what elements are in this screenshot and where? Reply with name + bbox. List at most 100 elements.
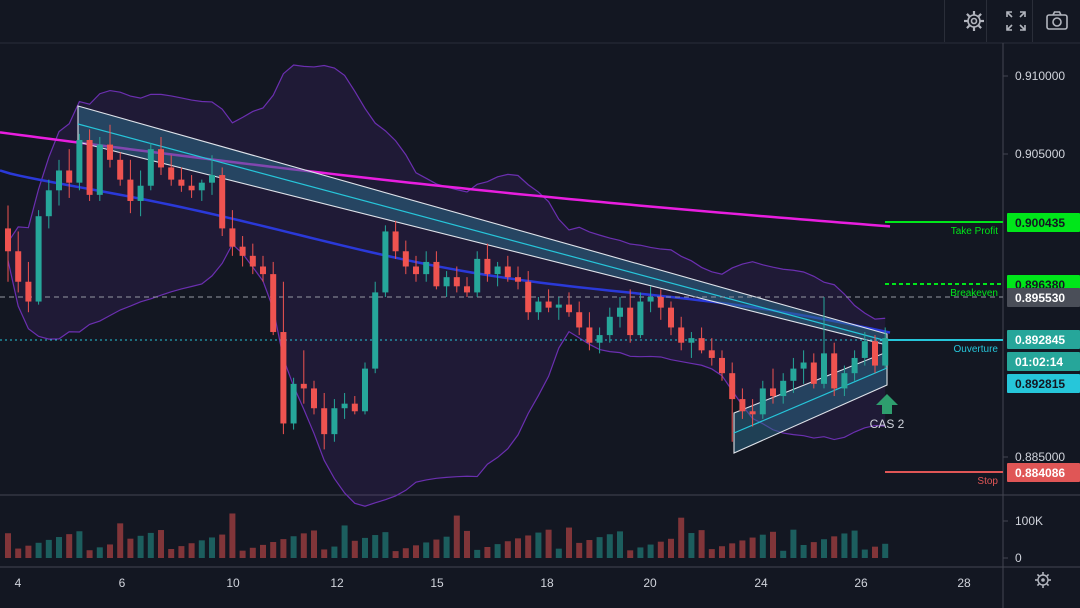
candle-body (219, 175, 226, 229)
volume-bar (137, 535, 144, 558)
candle-body (882, 338, 889, 366)
candle (617, 296, 623, 328)
candle (372, 281, 379, 374)
volume-bar (668, 538, 674, 558)
candle (147, 143, 154, 191)
candle-body (617, 307, 623, 317)
screenshot-button[interactable] (1032, 0, 1080, 42)
settings-button[interactable] (944, 0, 1003, 42)
candle-body (678, 327, 685, 343)
candle-body (759, 388, 766, 415)
candle (76, 133, 83, 191)
volume-bar (290, 536, 297, 558)
volume-bar (107, 544, 113, 558)
candle (270, 261, 277, 336)
candle-body (239, 246, 246, 256)
candle-body (188, 185, 195, 191)
candle (229, 210, 236, 256)
candle-body (76, 140, 83, 183)
volume-bar (239, 550, 246, 558)
volume-bar (464, 530, 470, 558)
time-axis[interactable]: 4 6 10 12 15 18 20 24 26 28 (15, 576, 971, 590)
volume-bar (861, 549, 868, 558)
volume-bar (86, 550, 93, 558)
candle (637, 292, 644, 339)
candle (566, 292, 572, 317)
volume-bar (617, 531, 623, 558)
fullscreen-button[interactable] (986, 0, 1045, 42)
candle (800, 350, 807, 384)
candle-body (382, 231, 389, 293)
candle (555, 296, 562, 320)
volume-bar (474, 549, 481, 558)
volume-bar (504, 541, 511, 558)
volume-bar (168, 549, 175, 558)
candle (168, 155, 175, 186)
candle (770, 368, 776, 404)
candle-body (260, 266, 266, 275)
candle (586, 312, 593, 351)
candle-body (290, 383, 297, 424)
countdown-badge-text: 01:02:14 (1015, 355, 1063, 369)
entry-price-badge-bg (1007, 330, 1080, 349)
volume-bar (188, 543, 195, 558)
fullscreen-icon (1006, 11, 1026, 31)
take-profit-price-badge-bg (1007, 213, 1080, 232)
volume-bar (484, 547, 491, 558)
volume-bar (280, 539, 287, 558)
bid-price-badge-bg (1007, 374, 1080, 393)
candle (647, 286, 654, 313)
cas2-annotation: CAS 2 (870, 394, 905, 431)
candle (188, 175, 195, 198)
price-axis[interactable]: 0.910000 0.905000 0.885000 100K 0 0.900435 0.8… (1003, 69, 1080, 565)
candle (657, 289, 664, 320)
candles (5, 124, 889, 450)
time-tick-label: 12 (330, 576, 344, 590)
volume-bar (5, 533, 11, 558)
candle-body (627, 307, 634, 336)
volume-bar (35, 542, 42, 558)
candle-body (586, 327, 593, 343)
candle (300, 350, 307, 404)
candle (780, 373, 787, 404)
candle (515, 266, 521, 290)
price-tick-label: 0.910000 (1015, 69, 1065, 83)
volume-bar (606, 534, 613, 558)
candle-body (698, 338, 705, 351)
descending-channel (77, 105, 888, 454)
time-tick-label: 18 (540, 576, 554, 590)
take-profit-price-badge: 0.900435 (1007, 213, 1080, 232)
volume-bar (515, 538, 521, 558)
volume-bar (708, 549, 715, 558)
volume-bar (494, 544, 501, 558)
candle-body (96, 144, 103, 195)
bid-price-badge-text: 0.892815 (1015, 377, 1065, 391)
candle-body (341, 403, 348, 409)
candle-body (362, 368, 368, 412)
candle (260, 255, 266, 282)
axis-settings-icon[interactable] (1035, 572, 1051, 588)
entry-price-badge: 0.892845 (1007, 330, 1080, 349)
candle (239, 236, 246, 267)
candle (494, 261, 501, 287)
candle (178, 167, 185, 192)
candle (841, 365, 848, 397)
trade-levels: Take Profit Breakeven Ouverture Stop (0, 221, 1003, 487)
volume-bar (525, 535, 532, 558)
volume-bar (647, 544, 654, 558)
candle (484, 243, 491, 282)
candle-body (137, 185, 144, 201)
volume-bar (402, 548, 409, 558)
candle-body (464, 286, 470, 293)
candle-body (821, 353, 827, 384)
candle-body (45, 190, 52, 217)
candle (688, 332, 695, 358)
candle-body (688, 338, 695, 343)
volume-bar (698, 530, 705, 558)
candle (729, 362, 736, 442)
volume-bar (331, 546, 338, 558)
volume-bar (127, 538, 134, 558)
candle (86, 129, 93, 201)
take-profit-price-badge-text: 0.900435 (1015, 216, 1065, 230)
